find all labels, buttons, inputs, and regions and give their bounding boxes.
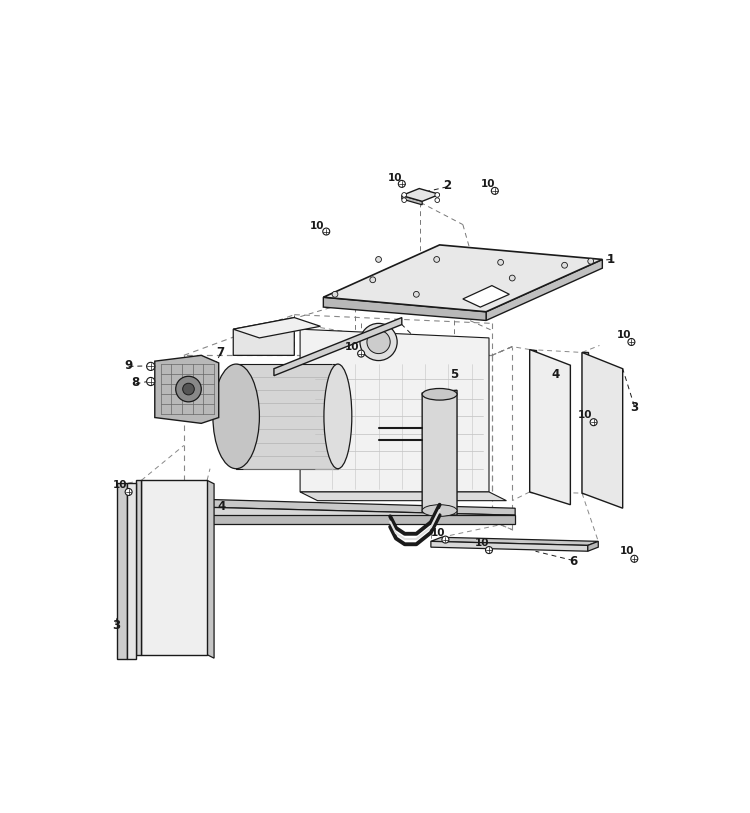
Circle shape <box>147 377 154 385</box>
Text: 2: 2 <box>443 179 452 192</box>
Polygon shape <box>175 499 515 515</box>
Text: 10: 10 <box>617 330 632 340</box>
Circle shape <box>176 376 201 402</box>
Polygon shape <box>402 189 439 202</box>
Circle shape <box>442 536 449 543</box>
Polygon shape <box>430 537 598 546</box>
Text: 10: 10 <box>475 537 489 547</box>
Text: 3: 3 <box>112 620 120 633</box>
Ellipse shape <box>422 505 457 516</box>
Circle shape <box>590 419 597 426</box>
Circle shape <box>183 383 194 395</box>
Polygon shape <box>136 480 142 654</box>
Text: ereplacementparts.com: ereplacementparts.com <box>331 418 438 427</box>
Text: 1: 1 <box>607 253 615 266</box>
Polygon shape <box>463 285 509 307</box>
Circle shape <box>398 180 405 187</box>
Polygon shape <box>530 350 536 492</box>
Polygon shape <box>233 318 320 338</box>
Text: 4: 4 <box>217 500 226 513</box>
Polygon shape <box>154 355 219 424</box>
Ellipse shape <box>213 364 260 468</box>
Text: 10: 10 <box>388 173 402 183</box>
Circle shape <box>370 277 376 283</box>
Polygon shape <box>300 329 489 492</box>
Circle shape <box>358 350 364 357</box>
Circle shape <box>491 187 498 194</box>
Circle shape <box>125 489 132 495</box>
Text: 5: 5 <box>450 368 458 381</box>
Text: 7: 7 <box>217 346 224 359</box>
Text: 10: 10 <box>310 220 325 231</box>
Text: 10: 10 <box>112 480 128 490</box>
Circle shape <box>360 324 398 361</box>
Circle shape <box>413 291 419 298</box>
Polygon shape <box>323 298 486 320</box>
Circle shape <box>498 259 503 265</box>
Circle shape <box>435 198 439 202</box>
Circle shape <box>433 257 439 263</box>
Polygon shape <box>530 350 570 505</box>
Polygon shape <box>274 318 402 376</box>
Polygon shape <box>323 245 602 311</box>
Text: 9: 9 <box>124 359 133 372</box>
Polygon shape <box>582 353 622 508</box>
Circle shape <box>631 555 638 563</box>
Circle shape <box>147 363 154 371</box>
Text: 4: 4 <box>552 368 560 381</box>
Text: 3: 3 <box>630 401 638 414</box>
Polygon shape <box>142 480 207 654</box>
Circle shape <box>376 257 382 263</box>
Circle shape <box>435 193 439 198</box>
Polygon shape <box>128 483 136 659</box>
Text: 6: 6 <box>569 555 578 568</box>
Circle shape <box>628 338 635 346</box>
Polygon shape <box>300 492 506 501</box>
Circle shape <box>402 193 406 198</box>
Circle shape <box>562 263 568 268</box>
Polygon shape <box>402 195 422 205</box>
Ellipse shape <box>324 364 352 468</box>
Ellipse shape <box>422 389 457 400</box>
Circle shape <box>367 330 390 354</box>
Circle shape <box>332 291 338 298</box>
Polygon shape <box>233 318 294 355</box>
Text: 10: 10 <box>620 546 634 556</box>
Circle shape <box>509 275 515 281</box>
Polygon shape <box>582 353 588 493</box>
Circle shape <box>402 198 406 202</box>
Polygon shape <box>175 515 515 524</box>
Polygon shape <box>117 483 128 659</box>
Text: 10: 10 <box>481 179 495 189</box>
Polygon shape <box>207 480 214 659</box>
Circle shape <box>322 228 330 235</box>
Polygon shape <box>588 541 598 551</box>
Polygon shape <box>422 390 457 515</box>
Polygon shape <box>486 259 602 320</box>
Text: 10: 10 <box>578 411 592 420</box>
Text: 10: 10 <box>430 528 445 537</box>
Polygon shape <box>430 541 588 551</box>
Circle shape <box>588 259 594 264</box>
Text: 10: 10 <box>345 341 360 352</box>
Polygon shape <box>236 364 338 468</box>
Text: 8: 8 <box>131 376 140 389</box>
Circle shape <box>485 546 493 554</box>
Polygon shape <box>175 506 515 522</box>
